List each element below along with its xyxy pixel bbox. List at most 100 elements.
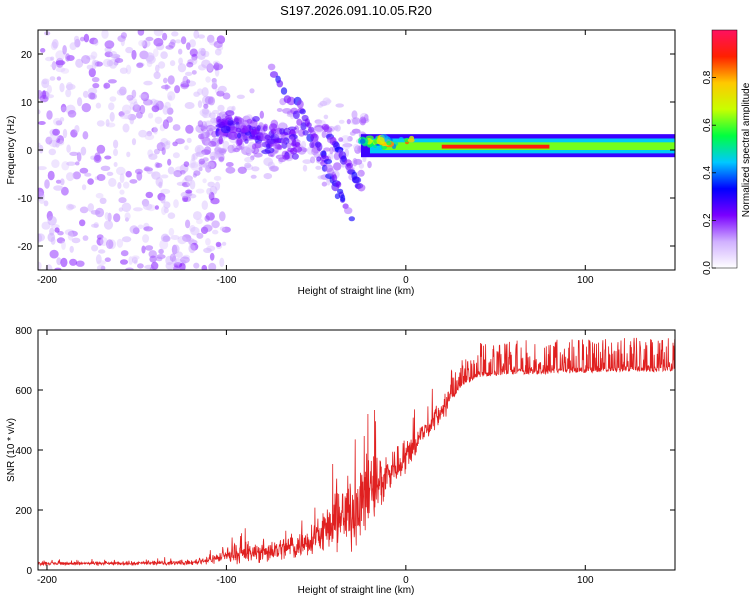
noise-blob bbox=[167, 75, 175, 85]
noise-blob bbox=[219, 257, 225, 267]
cluster-blob bbox=[264, 134, 271, 140]
noise-blob bbox=[167, 158, 172, 166]
scatter-blob bbox=[237, 166, 247, 174]
carrier-onset-blob bbox=[386, 141, 392, 146]
noise-blob bbox=[66, 172, 75, 182]
noise-blob bbox=[118, 111, 125, 117]
cluster-blob bbox=[216, 116, 222, 123]
scatter-blob bbox=[313, 127, 323, 134]
noise-blob bbox=[221, 241, 227, 246]
noise-blob bbox=[73, 35, 80, 43]
noise-blob bbox=[195, 188, 205, 194]
cluster-blob bbox=[226, 120, 236, 126]
noise-blob bbox=[174, 85, 181, 94]
noise-blob bbox=[56, 257, 62, 266]
noise-blob bbox=[205, 76, 211, 83]
scatter-blob bbox=[333, 162, 342, 171]
noise-blob bbox=[177, 236, 187, 245]
noise-blob bbox=[123, 110, 131, 120]
noise-blob bbox=[84, 172, 92, 177]
colorbar-tick-label: 0.0 bbox=[702, 261, 713, 275]
noise-blob bbox=[126, 151, 131, 158]
noise-blob bbox=[136, 62, 144, 69]
scatter-blob bbox=[321, 130, 327, 138]
streak-blob bbox=[276, 80, 284, 88]
noise-blob bbox=[149, 255, 157, 263]
noise-blob bbox=[180, 36, 187, 45]
noise-blob bbox=[96, 144, 106, 154]
noise-blob bbox=[91, 244, 99, 252]
noise-blob bbox=[39, 94, 49, 103]
noise-blob bbox=[186, 79, 191, 84]
streak-blob bbox=[286, 96, 296, 106]
noise-blob bbox=[86, 64, 94, 70]
noise-blob bbox=[167, 166, 175, 175]
noise-blob bbox=[125, 217, 129, 222]
noise-blob bbox=[154, 103, 160, 112]
noise-blob bbox=[53, 185, 64, 191]
noise-blob bbox=[186, 42, 191, 50]
noise-blob bbox=[66, 161, 76, 166]
noise-blob bbox=[196, 232, 204, 239]
noise-blob bbox=[38, 166, 47, 171]
noise-blob bbox=[74, 125, 80, 133]
noise-blob bbox=[169, 253, 176, 262]
streak-blob bbox=[316, 142, 323, 152]
noise-blob bbox=[42, 78, 50, 83]
cluster-blob bbox=[270, 128, 277, 135]
noise-blob bbox=[71, 237, 81, 244]
noise-blob bbox=[153, 30, 164, 37]
spectrogram-y-axis-label: Frequency (Hz) bbox=[6, 116, 17, 185]
noise-blob bbox=[139, 94, 148, 99]
snr-axes: -200 -100 0 100 0 200 400 600 800 bbox=[15, 326, 675, 586]
colorbar-scale bbox=[711, 29, 738, 269]
noise-blob bbox=[120, 250, 129, 257]
cluster-blob bbox=[237, 132, 241, 139]
noise-blob bbox=[163, 77, 168, 84]
noise-blob bbox=[155, 256, 163, 262]
noise-blob bbox=[121, 202, 132, 212]
noise-blob bbox=[205, 212, 215, 221]
noise-blob bbox=[214, 48, 222, 56]
noise-blob bbox=[143, 80, 153, 86]
colorbar-tick-label: 0.2 bbox=[702, 213, 713, 227]
cluster-blob bbox=[292, 146, 303, 153]
noise-blob bbox=[143, 226, 154, 232]
noise-blob bbox=[137, 263, 144, 269]
spectrogram-x-tick-label: 100 bbox=[577, 275, 594, 286]
noise-blob bbox=[205, 238, 211, 246]
noise-blob bbox=[98, 249, 106, 254]
noise-blob bbox=[131, 89, 137, 99]
noise-blob bbox=[197, 34, 205, 39]
noise-blob bbox=[202, 224, 213, 232]
streak-blob bbox=[306, 122, 312, 128]
scatter-blob bbox=[323, 114, 329, 120]
noise-blob bbox=[119, 67, 128, 74]
noise-blob bbox=[178, 57, 184, 65]
noise-blob bbox=[213, 62, 220, 71]
noise-blob bbox=[104, 257, 111, 263]
scatter-blob bbox=[310, 156, 316, 164]
noise-blob bbox=[55, 138, 61, 143]
noise-blob bbox=[162, 32, 168, 41]
streak-blob bbox=[299, 108, 306, 115]
noise-blob bbox=[60, 68, 70, 74]
noise-blob bbox=[96, 234, 104, 240]
scatter-blob bbox=[197, 120, 204, 128]
scatter-blob bbox=[341, 143, 351, 150]
carrier-core bbox=[441, 144, 550, 149]
noise-blob bbox=[175, 39, 182, 44]
streak-blob bbox=[331, 174, 338, 183]
noise-blob bbox=[123, 181, 130, 189]
scatter-blob bbox=[349, 131, 356, 136]
scatter-blob bbox=[302, 164, 308, 172]
noise-blob bbox=[54, 267, 62, 270]
noise-blob bbox=[154, 116, 163, 125]
noise-blob bbox=[101, 30, 109, 39]
noise-blob bbox=[175, 138, 185, 145]
noise-blob bbox=[77, 97, 83, 107]
cluster-blob bbox=[225, 110, 235, 117]
noise-blob bbox=[173, 170, 183, 178]
scatter-blob bbox=[200, 131, 211, 139]
scatter-blob bbox=[335, 103, 345, 108]
